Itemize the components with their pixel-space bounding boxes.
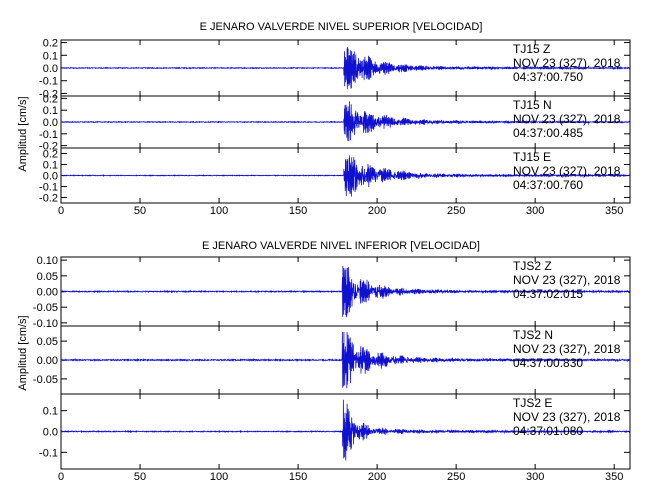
y-tick-label: -0.05 xyxy=(33,374,58,386)
x-tick-label: 0 xyxy=(58,471,64,483)
station-date: NOV 23 (327), 2018 xyxy=(513,56,621,70)
station-time: 04:37:00.485 xyxy=(513,126,583,140)
y-tick-label: 0.00 xyxy=(37,355,58,367)
upper-chart-title: E JENARO VALVERDE NIVEL SUPERIOR [VELOCI… xyxy=(200,21,483,33)
y-tick-label: 0.0 xyxy=(43,63,58,75)
station-label: TJS2 E xyxy=(513,396,552,410)
x-tick-label: 300 xyxy=(526,205,544,217)
y-tick-label: 0.1 xyxy=(43,105,58,117)
y-tick-label: 0.2 xyxy=(43,149,58,161)
x-tick-label: 250 xyxy=(447,471,465,483)
y-tick-label: -0.1 xyxy=(39,76,58,88)
x-tick-label: 300 xyxy=(526,471,544,483)
x-tick-label: 350 xyxy=(605,471,623,483)
x-tick-label: 250 xyxy=(447,205,465,217)
station-label: TJS2 N xyxy=(513,328,553,342)
x-tick-label: 50 xyxy=(134,471,146,483)
trace-tjs2-z xyxy=(60,266,631,318)
y-tick-label: 0.2 xyxy=(43,93,58,105)
station-label: TJS2 Z xyxy=(513,259,552,273)
y-tick-label: -0.1 xyxy=(39,447,58,459)
y-tick-label: -0.05 xyxy=(33,302,58,314)
y-tick-label: 0.0 xyxy=(43,171,58,183)
station-label: TJ15 E xyxy=(513,150,551,164)
y-tick-label: 0.0 xyxy=(43,427,58,439)
station-date: NOV 23 (327), 2018 xyxy=(513,164,621,178)
x-tick-label: 200 xyxy=(368,205,386,217)
y-tick-label: -0.1 xyxy=(39,129,58,141)
x-tick-label: 150 xyxy=(289,205,307,217)
y-tick-label: 0.0 xyxy=(43,117,58,129)
y-tick-label: 0.10 xyxy=(37,255,58,267)
station-time: 04:37:00.750 xyxy=(513,70,583,84)
lower-ylabel: Amplitud [cm/s] xyxy=(17,315,29,390)
y-tick-label: -0.1 xyxy=(39,182,58,194)
station-time: 04:37:00.760 xyxy=(513,178,583,192)
x-tick-label: 100 xyxy=(210,471,228,483)
y-tick-label: -0.2 xyxy=(39,193,58,205)
y-tick-label: 0.1 xyxy=(43,406,58,418)
y-tick-label: 0.05 xyxy=(37,271,58,283)
y-tick-label: -0.2 xyxy=(39,88,58,100)
x-tick-label: 100 xyxy=(210,205,228,217)
y-tick-label: -0.2 xyxy=(39,141,58,153)
x-tick-label: 150 xyxy=(289,471,307,483)
x-tick-label: 50 xyxy=(134,205,146,217)
station-label: TJ15 N xyxy=(513,98,552,112)
upper-ylabel: Amplitud [cm/s] xyxy=(17,96,29,171)
trace-tj15-n xyxy=(60,101,631,142)
station-time: 04:37:00.830 xyxy=(513,356,583,370)
lower-chart-title: E JENARO VALVERDE NIVEL INFERIOR [VELOCI… xyxy=(202,240,480,252)
x-tick-label: 350 xyxy=(605,205,623,217)
y-tick-label: 0.00 xyxy=(37,287,58,299)
station-date: NOV 23 (327), 2018 xyxy=(513,112,621,126)
trace-tj15-z xyxy=(60,46,631,90)
station-time: 04:37:02.015 xyxy=(513,287,583,301)
y-tick-label: 0.2 xyxy=(43,38,58,50)
y-tick-label: 0.1 xyxy=(43,50,58,62)
trace-tjs2-n xyxy=(60,331,631,389)
station-date: NOV 23 (327), 2018 xyxy=(513,410,621,424)
x-tick-label: 200 xyxy=(368,471,386,483)
trace-tjs2-e xyxy=(60,399,631,461)
y-tick-label: 0.1 xyxy=(43,160,58,172)
station-date: NOV 23 (327), 2018 xyxy=(513,342,621,356)
station-time: 04:37:01.080 xyxy=(513,424,583,438)
station-label: TJ15 Z xyxy=(513,42,550,56)
x-tick-label: 0 xyxy=(58,205,64,217)
station-date: NOV 23 (327), 2018 xyxy=(513,273,621,287)
y-tick-label: -0.10 xyxy=(33,318,58,330)
y-tick-label: 0.05 xyxy=(37,336,58,348)
trace-tj15-e xyxy=(60,155,631,197)
